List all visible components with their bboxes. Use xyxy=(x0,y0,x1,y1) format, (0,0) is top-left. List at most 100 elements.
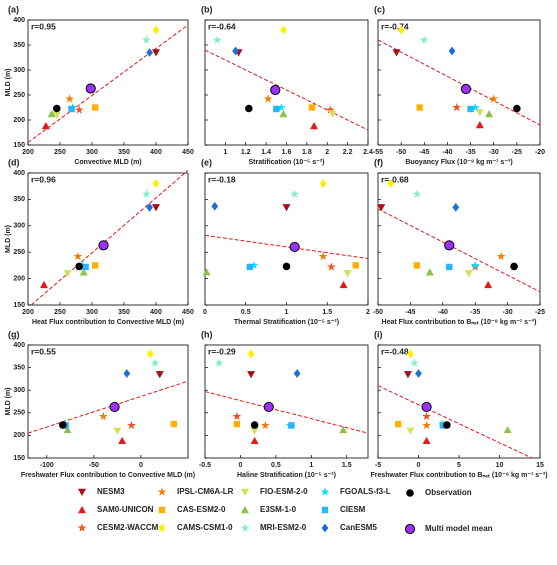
marker xyxy=(403,371,412,379)
x-tick-label: 0 xyxy=(417,462,421,469)
legend-marker xyxy=(241,506,249,514)
legend-label: SAM0-UNICON xyxy=(97,505,154,514)
marker xyxy=(326,262,336,271)
x-tick-label: 450 xyxy=(182,309,194,316)
legend-marker xyxy=(240,523,250,532)
marker xyxy=(92,262,99,269)
plot-frame xyxy=(27,344,189,459)
marker xyxy=(152,179,160,188)
marker xyxy=(339,425,348,434)
x-tick-label: -50 xyxy=(373,309,383,316)
x-tick-label: -20 xyxy=(535,149,545,156)
marker xyxy=(73,251,83,261)
marker xyxy=(155,371,164,379)
legend-marker xyxy=(406,489,414,497)
legend-label: CanESM5 xyxy=(340,523,377,532)
marker xyxy=(310,122,319,130)
marker xyxy=(92,104,99,111)
x-tick-label: -35 xyxy=(470,309,480,316)
y-tick-label: 200 xyxy=(13,275,25,282)
marker xyxy=(211,201,219,211)
marker xyxy=(123,369,131,378)
legend-marker xyxy=(321,523,329,533)
regression-line xyxy=(204,49,369,131)
x-tick-label: -30 xyxy=(503,309,513,316)
marker xyxy=(247,349,255,359)
y-tick-label: 250 xyxy=(13,410,25,417)
regression-line xyxy=(30,169,189,306)
panel: 200 250 300 350 400 450150200250300350400(a)r… xyxy=(5,4,194,165)
panel: 200 250 300 350 400 450150200250300350400(d)r… xyxy=(5,157,194,325)
x-tick-label: -40 xyxy=(442,149,452,156)
x-tick-label: 0 xyxy=(139,462,143,469)
marker xyxy=(485,110,494,118)
regression-line xyxy=(27,24,189,143)
marker xyxy=(202,268,211,276)
r-value: r=-0.64 xyxy=(208,21,236,31)
marker xyxy=(446,263,453,271)
marker xyxy=(282,262,291,271)
plot-frame xyxy=(204,344,369,459)
x-axis-label: Freshwater Flux contribution to Convecti… xyxy=(21,472,195,479)
marker xyxy=(68,105,75,113)
panel: -100 -50 0 150 200 250 300 350 400 (g) r=0.55 Fresh… xyxy=(5,329,195,478)
y-tick-label: 400 xyxy=(13,17,25,24)
marker xyxy=(282,204,291,212)
x-tick-label: 2 xyxy=(325,149,329,156)
regression-line xyxy=(377,39,541,126)
x-tick-label: 2.2 xyxy=(343,149,353,156)
marker xyxy=(395,420,402,428)
r-value: r=0.55 xyxy=(31,346,56,356)
marker xyxy=(247,371,256,379)
marker xyxy=(47,110,56,118)
legend-label: Multi model mean xyxy=(425,524,493,533)
marker xyxy=(270,84,281,96)
legend-marker xyxy=(157,487,167,496)
y-tick-label: 300 xyxy=(13,223,25,230)
marker xyxy=(397,25,405,35)
x-tick-label: -55 xyxy=(373,149,383,156)
marker xyxy=(98,240,109,251)
plot-frame xyxy=(27,172,189,306)
panel: -5 0 5 10 15 (i) r=-0.48 Freshwater Flux contri… xyxy=(370,329,547,478)
panel-label: (e) xyxy=(201,157,212,167)
legend-marker xyxy=(321,506,329,514)
marker xyxy=(246,263,254,271)
panel-label: (a) xyxy=(8,4,19,14)
marker xyxy=(142,189,151,198)
y-tick-label: 150 xyxy=(13,142,25,149)
x-tick-label: 0.5 xyxy=(241,309,251,316)
marker xyxy=(142,35,151,44)
panel-label: (g) xyxy=(8,329,20,339)
legend-label: FIO-ESM-2-0 xyxy=(260,487,308,496)
marker xyxy=(513,104,521,113)
marker xyxy=(288,422,295,429)
legend-marker xyxy=(320,487,330,496)
r-value: r=-0.48 xyxy=(381,346,409,356)
marker xyxy=(410,358,419,367)
panel-label: (c) xyxy=(374,4,385,14)
marker xyxy=(422,411,431,421)
regression-line xyxy=(377,385,533,459)
marker xyxy=(475,121,484,129)
marker xyxy=(406,427,415,435)
y-tick-label: 300 xyxy=(13,387,25,394)
legend-label: CIESM xyxy=(340,505,366,514)
marker xyxy=(392,49,401,57)
x-tick-label: -40 xyxy=(438,309,448,316)
marker xyxy=(63,270,72,278)
marker xyxy=(250,436,259,445)
marker xyxy=(79,268,88,276)
x-tick-label: -35 xyxy=(466,149,476,156)
x-tick-label: 2.4 xyxy=(363,149,373,156)
panel: 1 1.2 1.4 1.6 1.8 2 2.2 2.4 (b) r=-0.64 Stratifica… xyxy=(201,4,373,165)
y-tick-label: 150 xyxy=(13,302,25,309)
x-tick-label: 10 xyxy=(496,462,504,469)
marker xyxy=(484,280,493,289)
legend-label: MRI-ESM2-0 xyxy=(260,523,307,532)
marker xyxy=(328,110,337,118)
x-tick-label: 1.5 xyxy=(342,462,352,469)
legend-marker xyxy=(78,488,86,496)
y-tick-label: 200 xyxy=(13,432,25,439)
